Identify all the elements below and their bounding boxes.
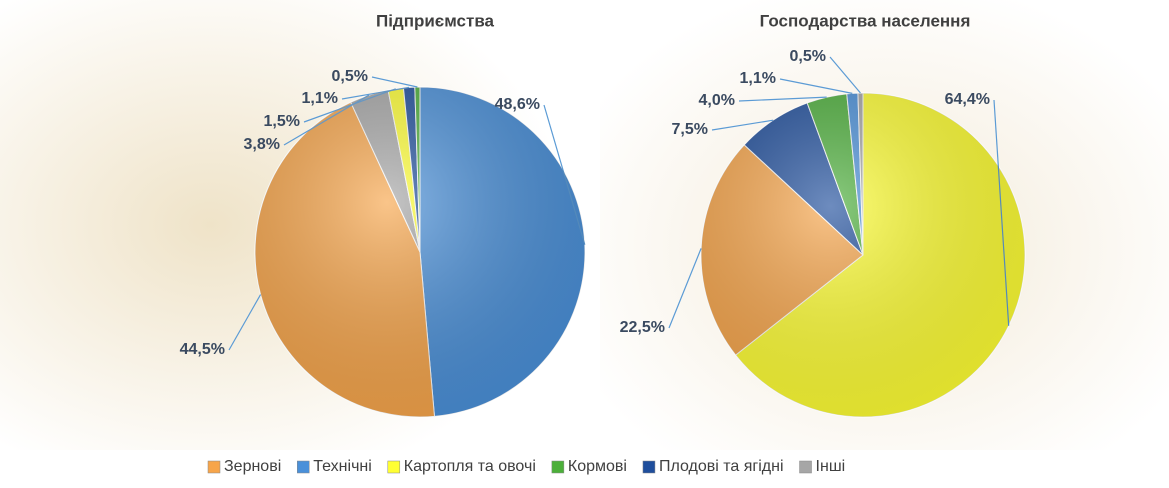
- chart-title: Підприємства: [376, 11, 495, 30]
- leader-line: [371, 76, 418, 88]
- data-label: 3,8%: [244, 136, 280, 153]
- legend-label: Технічні: [313, 458, 372, 475]
- legend-label: Інші: [816, 458, 846, 475]
- legend-swatch: [297, 460, 310, 474]
- data-label: 1,1%: [740, 70, 776, 87]
- leader-line: [829, 56, 861, 94]
- data-label: 22,5%: [620, 319, 665, 336]
- data-label: 44,5%: [180, 341, 225, 358]
- legend-swatch: [207, 460, 221, 474]
- data-label: 48,6%: [495, 96, 540, 113]
- legend-swatch: [387, 460, 401, 474]
- data-label: 0,5%: [790, 48, 826, 65]
- data-label: 1,1%: [302, 90, 338, 107]
- data-label: 0,5%: [332, 68, 368, 85]
- data-label: 64,4%: [945, 91, 990, 108]
- legend-label: Картопля та овочі: [404, 458, 536, 475]
- legend-label: Кормові: [568, 458, 627, 475]
- leader-line: [779, 78, 853, 94]
- data-label: 1,5%: [264, 113, 300, 130]
- data-label: 7,5%: [672, 121, 708, 138]
- data-label: 4,0%: [699, 92, 735, 109]
- chart-title: Господарства населення: [760, 11, 971, 30]
- legend-swatch: [551, 460, 565, 474]
- legend-label: Плодові та ягідні: [659, 458, 784, 475]
- legend-swatch: [799, 460, 812, 474]
- legend-label: Зернові: [224, 458, 281, 475]
- legend-swatch: [642, 460, 656, 474]
- leader-line: [668, 248, 702, 329]
